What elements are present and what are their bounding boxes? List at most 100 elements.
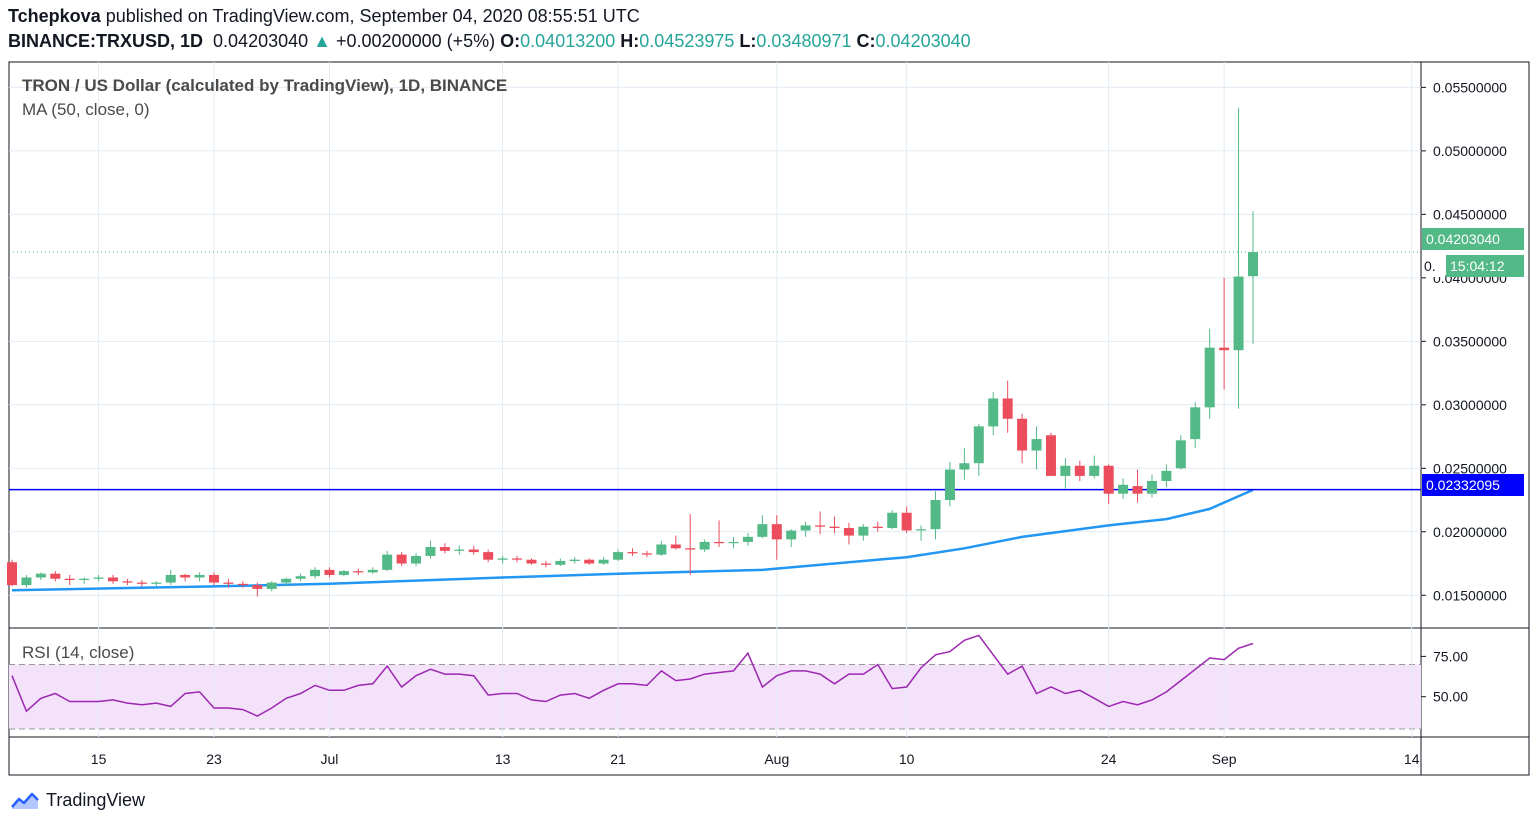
candle-body <box>843 527 854 536</box>
tradingview-icon <box>11 792 39 809</box>
ma-legend: MA (50, close, 0) <box>22 100 150 119</box>
countdown-prefix: 0. <box>1422 255 1440 277</box>
open-label: O: <box>500 31 521 51</box>
candle-body <box>901 512 912 531</box>
x-tick-label: 15 <box>91 751 107 767</box>
y-tick-label: 0.02000000 <box>1433 524 1507 540</box>
candle-body <box>324 569 335 575</box>
low-value: 0.03480971 <box>756 31 852 51</box>
candle-body <box>281 578 292 583</box>
x-tick-label: 24 <box>1101 751 1117 767</box>
candle-body <box>540 563 551 565</box>
last-price: 0.04203040 <box>213 31 309 51</box>
y-tick-label: 0.05500000 <box>1433 79 1507 95</box>
candle-body <box>1190 407 1201 440</box>
candle-body <box>584 559 595 564</box>
price-change: +0.00200000 (+5%) <box>336 31 496 51</box>
high-label: H: <box>620 31 640 51</box>
candle-body <box>367 569 378 573</box>
candle-body <box>1045 435 1056 476</box>
candle-body <box>425 547 436 556</box>
candle-body <box>7 562 17 586</box>
chart-frame <box>8 61 1530 776</box>
candle-body <box>1161 470 1172 481</box>
candle-body <box>1233 276 1244 351</box>
close-label: C: <box>856 31 876 51</box>
candle-body <box>194 574 205 578</box>
candle-body <box>108 577 119 582</box>
candle-body <box>1031 439 1042 451</box>
rsi-tick-label: 75.00 <box>1433 648 1468 664</box>
rsi-line <box>11 634 1254 717</box>
candle-body <box>151 582 162 584</box>
candle-body <box>555 560 566 565</box>
candle-body <box>396 554 407 564</box>
candle-body <box>1204 347 1215 408</box>
candle-body <box>728 541 739 544</box>
candle-body <box>959 463 970 470</box>
x-tick-label: 13 <box>495 751 511 767</box>
candle-body <box>656 544 667 555</box>
candle-body <box>858 526 869 536</box>
candle-body <box>1146 480 1157 494</box>
footer-brand: TradingView <box>46 790 146 810</box>
symbol-label: BINANCE:TRXUSD, 1D <box>8 31 204 51</box>
symbol-line: BINANCE:TRXUSD, 1D 0.04203040 ▲ +0.00200… <box>8 31 971 52</box>
candle-body <box>136 582 147 584</box>
candle-body <box>209 574 220 583</box>
candle-body <box>21 577 32 586</box>
candle-body <box>122 581 133 583</box>
rsi-tick-label: 50.00 <box>1433 689 1468 705</box>
candle-body <box>1247 252 1258 277</box>
candle-body <box>310 569 321 577</box>
x-tick-label: 14 <box>1404 751 1420 767</box>
candle-body <box>944 469 955 501</box>
candle-body <box>1060 465 1071 476</box>
candle-body <box>1219 347 1230 351</box>
candle-body <box>829 526 840 528</box>
candle-body <box>685 548 696 550</box>
ma-line <box>11 488 1254 592</box>
candle-body <box>1103 465 1114 494</box>
candle-body <box>1132 486 1143 494</box>
y-tick-label: 0.03000000 <box>1433 397 1507 413</box>
candle-body <box>670 544 681 549</box>
candle-body <box>786 530 797 540</box>
candle-body <box>1002 398 1013 419</box>
x-tick-label: 21 <box>610 751 626 767</box>
candle-body <box>973 426 984 464</box>
candle-body <box>800 525 811 531</box>
candle-body <box>411 555 422 564</box>
candle-body <box>815 525 826 527</box>
last-price-tag: 0.04203040 <box>1422 228 1524 250</box>
countdown-tag: 15:04:12 <box>1446 255 1524 277</box>
candle-body <box>35 573 46 578</box>
y-tick-label: 0.05000000 <box>1433 143 1507 159</box>
author-name[interactable]: Tchepkova <box>8 6 101 26</box>
publish-line: Tchepkova published on TradingView.com, … <box>8 6 640 27</box>
candle-body <box>50 573 61 579</box>
candle-body <box>64 578 75 581</box>
candle-body <box>613 552 624 560</box>
low-label: L: <box>739 31 757 51</box>
x-tick-label: 23 <box>206 751 222 767</box>
y-tick-label: 0.01500000 <box>1433 587 1507 603</box>
candle-body <box>714 541 725 544</box>
candle-body <box>526 559 537 564</box>
candle-body <box>988 398 999 427</box>
candle-body <box>165 574 176 583</box>
candle-body <box>79 578 90 581</box>
candle-body <box>497 558 508 560</box>
candle-body <box>93 577 104 579</box>
candle-body <box>439 547 450 551</box>
candle-body <box>771 524 782 540</box>
open-value: 0.04013200 <box>520 31 616 51</box>
candle-body <box>1118 484 1129 494</box>
tradingview-logo[interactable]: TradingView <box>10 790 145 811</box>
x-tick-label: Aug <box>764 751 789 767</box>
candle-body <box>180 574 191 578</box>
candle-body <box>1017 418 1028 451</box>
candle-body <box>483 552 494 560</box>
candle-body <box>454 549 465 551</box>
